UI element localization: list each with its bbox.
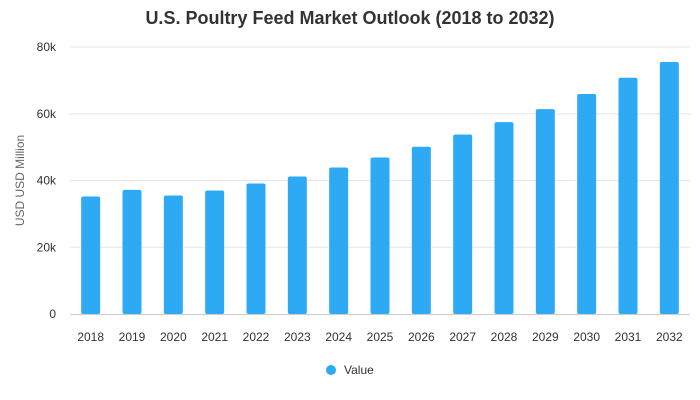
chart-title: U.S. Poultry Feed Market Outlook (2018 t… — [145, 8, 555, 28]
bar-2018[interactable] — [81, 196, 101, 314]
bar-2032[interactable] — [659, 62, 679, 314]
bars — [81, 62, 679, 314]
bar-2030[interactable] — [577, 94, 597, 314]
bar-2028[interactable] — [494, 122, 514, 314]
x-tick-label: 2022 — [243, 330, 270, 344]
y-tick-label: 0 — [49, 307, 56, 321]
y-tick-label: 40k — [37, 174, 57, 188]
x-tick-label: 2025 — [367, 330, 394, 344]
x-tick-label: 2031 — [615, 330, 642, 344]
x-tick-label: 2028 — [491, 330, 518, 344]
legend[interactable]: Value — [326, 363, 374, 377]
x-axis-ticks: 2018 2019 2020 2021 2022 2023 2024 2025 2026 2027… — [77, 330, 683, 344]
bar-2027[interactable] — [453, 134, 473, 314]
x-tick-label: 2032 — [656, 330, 683, 344]
legend-label: Value — [344, 363, 374, 377]
x-tick-label: 2021 — [201, 330, 228, 344]
x-tick-label: 2018 — [77, 330, 104, 344]
x-tick-label: 2020 — [160, 330, 187, 344]
bar-2025[interactable] — [370, 157, 390, 314]
bar-2022[interactable] — [246, 183, 266, 314]
bar-2023[interactable] — [287, 176, 307, 314]
x-tick-label: 2030 — [573, 330, 600, 344]
bar-2029[interactable] — [535, 109, 555, 314]
x-tick-label: 2024 — [325, 330, 352, 344]
x-tick-label: 2029 — [532, 330, 559, 344]
y-axis-ticks: 0 20k 40k 60k 80k — [37, 40, 57, 321]
bar-2024[interactable] — [329, 167, 349, 314]
bar-2020[interactable] — [163, 195, 183, 314]
bar-2026[interactable] — [411, 146, 431, 314]
x-tick-label: 2026 — [408, 330, 435, 344]
y-tick-label: 60k — [37, 107, 57, 121]
bar-2019[interactable] — [122, 189, 142, 314]
x-tick-label: 2023 — [284, 330, 311, 344]
x-tick-label: 2019 — [119, 330, 146, 344]
y-tick-label: 80k — [37, 40, 57, 54]
bar-2031[interactable] — [618, 77, 638, 314]
y-tick-label: 20k — [37, 240, 57, 254]
bar-2021[interactable] — [205, 190, 225, 314]
x-tick-label: 2027 — [449, 330, 476, 344]
legend-marker-icon — [326, 365, 336, 375]
y-axis-title: USD USD Million — [13, 135, 27, 226]
